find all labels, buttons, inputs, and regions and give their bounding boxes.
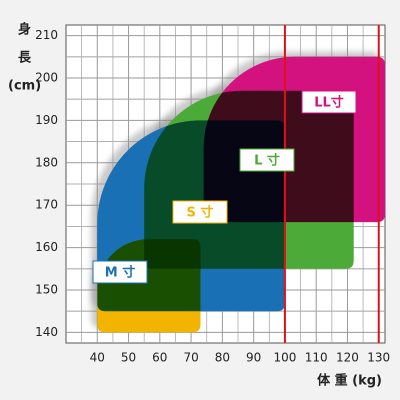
y-axis-label: 身 <box>18 22 31 38</box>
y-axis-label: 長 <box>18 51 32 66</box>
size-label: L 寸 <box>254 153 280 169</box>
size-label: LL寸 <box>314 95 344 111</box>
x-tick-label: 100 <box>273 351 296 365</box>
size-label: S 寸 <box>187 205 214 221</box>
size-label-box <box>301 90 357 114</box>
y-axis-label: (cm) <box>8 79 41 94</box>
y-tick-label: 140 <box>35 325 58 339</box>
y-tick-label: 210 <box>35 28 58 42</box>
x-tick-label: 130 <box>367 351 390 365</box>
size-label-box <box>92 260 148 284</box>
x-tick-label: 80 <box>215 351 230 365</box>
x-tick-label: 70 <box>183 351 198 365</box>
y-tick-label: 160 <box>35 240 58 254</box>
x-tick-label: 40 <box>90 351 105 365</box>
x-tick-label: 110 <box>305 351 328 365</box>
size-label-box <box>172 200 228 224</box>
y-tick-label: 200 <box>35 71 58 85</box>
x-tick-label: 60 <box>152 351 167 365</box>
x-tick-label: 120 <box>336 351 359 365</box>
x-tick-label: 50 <box>121 351 136 365</box>
y-tick-label: 150 <box>35 283 58 297</box>
x-axis-label: 体 重 (kg) <box>317 373 382 389</box>
y-tick-label: 170 <box>35 198 58 212</box>
size-label: M 寸 <box>105 265 135 281</box>
y-tick-label: 190 <box>35 113 58 127</box>
y-tick-label: 180 <box>35 155 58 169</box>
x-tick-label: 90 <box>246 351 261 365</box>
size-label-box <box>239 148 295 172</box>
